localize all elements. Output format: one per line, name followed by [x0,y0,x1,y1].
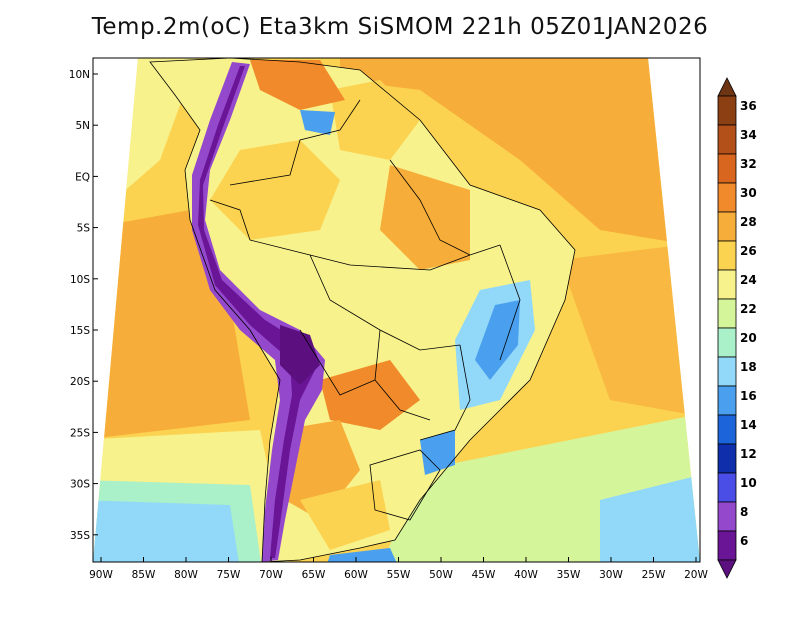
land-warm-south [300,480,390,550]
longitude-axis: 90W 85W 80W 75W 70W 65W 60W 55W 50W 45W 40W 35W 30W 2… [89,557,708,581]
colorbar-swatch [717,298,737,329]
border-ecuador-peru [209,199,251,241]
border-uruguay [369,449,441,521]
lat-tick-label: 20S [70,376,90,388]
colorbar-label: 8 [740,505,748,519]
lon-tick-label: 45W [472,569,496,581]
colorbar-swatch [717,443,737,474]
colorbar-swatch [717,327,737,358]
colorbar-label: 24 [740,273,757,287]
ocean-cold-atlantic [600,470,700,562]
border-paraguay [374,329,431,421]
border-states-southeast [419,344,471,441]
colorbar-swatch [717,356,737,387]
colorbar-swatch [717,530,737,561]
land-cold-highlands [475,300,520,380]
colorbar-swatch [717,95,737,126]
map-title: Temp.2m(oC) Eta3km SiSMOM 221h 05Z01JAN2… [91,14,709,40]
colorbar-label: 6 [740,534,748,548]
lat-tick-label: 35S [70,530,90,542]
border-states-east [499,244,521,361]
boundaries [149,57,576,563]
land-cold-serra [420,430,455,475]
ocean-colder-pacific [93,500,240,562]
lat-tick-label: 10S [70,274,90,286]
colorbar-bottom-arrow [717,559,737,579]
lat-tick-label: 25S [70,427,90,439]
colorbar-label: 36 [740,99,757,113]
lat-tick-label: 5N [75,120,90,132]
lat-tick-label: EQ [75,171,90,183]
lon-tick-label: 65W [302,569,326,581]
lon-tick-label: 25W [642,569,666,581]
colorbar-swatch [717,153,737,184]
lon-tick-label: 35W [557,569,581,581]
map-frame [92,57,701,563]
lon-tick-label: 70W [259,569,283,581]
colorbar-label: 18 [740,360,757,374]
colorbar-label: 26 [740,244,757,258]
lat-tick-label: 30S [70,479,90,491]
lat-tick-label: 10N [69,69,90,81]
lon-tick-label: 75W [217,569,241,581]
land-warm-guiana [330,80,420,160]
lon-tick-label: 50W [429,569,453,581]
colorbar-label: 32 [740,157,757,171]
colorbar-swatch [717,501,737,532]
lon-tick-label: 30W [599,569,623,581]
colorbar-swatch [717,240,737,271]
border-brazil-north [249,239,471,271]
andes-coldest [198,66,315,558]
lon-tick-label: 40W [514,569,538,581]
colorbar-label: 16 [740,389,757,403]
altiplano [280,325,320,385]
colorbar-label: 34 [740,128,757,142]
colorbar-label: 10 [740,476,757,490]
colorbar-label: 14 [740,418,757,432]
lon-tick-label: 85W [132,569,156,581]
colorbar-label: 30 [740,186,757,200]
land-hot-chaco [320,360,420,430]
colorbar-swatch [717,414,737,445]
latitude-axis: 10N 5N EQ 5S 10S 15S 20S 25S 30S 35S [69,69,98,542]
colorbar-label: 22 [740,302,757,316]
border-argentina-north [299,329,376,396]
lon-tick-label: 80W [174,569,198,581]
colorbar-label: 12 [740,447,757,461]
border-colombia-venezuela [229,99,361,186]
lon-tick-label: 60W [344,569,368,581]
land-warm-amazon [210,140,340,240]
lat-tick-label: 15S [70,325,90,337]
border-states-north [389,159,501,256]
temperature-field [93,58,700,562]
lat-tick-label: 5S [77,223,91,235]
colorbar-label: 28 [740,215,757,229]
colorbar-swatch [717,269,737,300]
land-hot-venezuela [250,60,345,110]
ocean-warm-atlantic-north [340,58,700,250]
coastline [149,57,576,563]
colorbar-swatch [717,211,737,242]
colorbar-swatch [717,385,737,416]
land-cold-tepui [300,110,335,135]
colorbar-label: 20 [740,331,757,345]
colorbar-swatch [717,472,737,503]
colorbar-top-arrow [717,77,737,97]
colorbar-swatch [717,124,737,155]
ocean-cold-spot [325,548,400,562]
lon-tick-label: 55W [387,569,411,581]
colorbar-swatch [717,182,737,213]
lon-tick-label: 90W [89,569,113,581]
colorbar: 36 34 32 30 28 26 24 22 20 18 16 14 12 10 8 6 [717,77,757,579]
lon-tick-label: 20W [684,569,708,581]
